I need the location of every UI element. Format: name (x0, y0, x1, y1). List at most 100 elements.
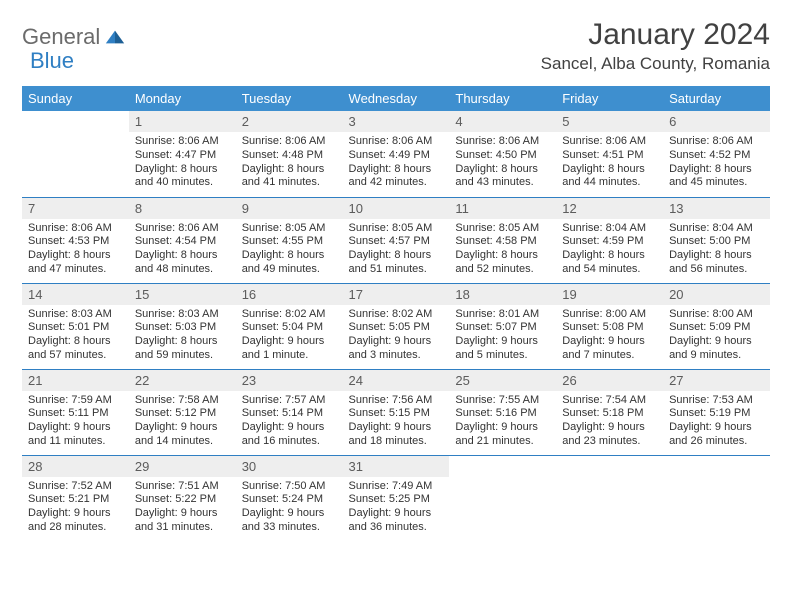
day-details: Sunrise: 8:06 AMSunset: 4:49 PMDaylight:… (343, 132, 450, 194)
day-details: Sunrise: 8:02 AMSunset: 5:05 PMDaylight:… (343, 305, 450, 367)
calendar-cell: 7Sunrise: 8:06 AMSunset: 4:53 PMDaylight… (22, 197, 129, 283)
day-number: 7 (22, 198, 129, 219)
day-sunset: Sunset: 5:03 PM (135, 321, 230, 335)
day-day2: and 52 minutes. (455, 263, 550, 277)
day-sunset: Sunset: 5:04 PM (242, 321, 337, 335)
day-sunrise: Sunrise: 8:05 AM (455, 222, 550, 236)
calendar-cell: 18Sunrise: 8:01 AMSunset: 5:07 PMDayligh… (449, 283, 556, 369)
day-details: Sunrise: 7:49 AMSunset: 5:25 PMDaylight:… (343, 477, 450, 539)
day-sunrise: Sunrise: 8:01 AM (455, 308, 550, 322)
day-sunset: Sunset: 5:00 PM (669, 235, 764, 249)
calendar-header-row: SundayMondayTuesdayWednesdayThursdayFrid… (22, 86, 770, 111)
calendar-cell: 28Sunrise: 7:52 AMSunset: 5:21 PMDayligh… (22, 455, 129, 541)
day-sunset: Sunset: 5:22 PM (135, 493, 230, 507)
day-day1: Daylight: 9 hours (562, 335, 657, 349)
day-day2: and 16 minutes. (242, 435, 337, 449)
day-sunset: Sunset: 5:14 PM (242, 407, 337, 421)
day-details: Sunrise: 7:59 AMSunset: 5:11 PMDaylight:… (22, 391, 129, 453)
day-details: Sunrise: 8:06 AMSunset: 4:50 PMDaylight:… (449, 132, 556, 194)
day-details: Sunrise: 8:04 AMSunset: 5:00 PMDaylight:… (663, 219, 770, 281)
day-number: 4 (449, 111, 556, 132)
day-sunset: Sunset: 5:16 PM (455, 407, 550, 421)
calendar-cell: 21Sunrise: 7:59 AMSunset: 5:11 PMDayligh… (22, 369, 129, 455)
day-day2: and 21 minutes. (455, 435, 550, 449)
day-details: Sunrise: 8:03 AMSunset: 5:03 PMDaylight:… (129, 305, 236, 367)
day-day2: and 49 minutes. (242, 263, 337, 277)
day-sunrise: Sunrise: 7:50 AM (242, 480, 337, 494)
calendar-cell: 5Sunrise: 8:06 AMSunset: 4:51 PMDaylight… (556, 111, 663, 197)
day-details: Sunrise: 8:04 AMSunset: 4:59 PMDaylight:… (556, 219, 663, 281)
day-details: Sunrise: 7:56 AMSunset: 5:15 PMDaylight:… (343, 391, 450, 453)
day-sunrise: Sunrise: 8:00 AM (669, 308, 764, 322)
day-number: 13 (663, 198, 770, 219)
calendar-cell: 13Sunrise: 8:04 AMSunset: 5:00 PMDayligh… (663, 197, 770, 283)
calendar-cell: 12Sunrise: 8:04 AMSunset: 4:59 PMDayligh… (556, 197, 663, 283)
day-day1: Daylight: 9 hours (242, 421, 337, 435)
day-day2: and 51 minutes. (349, 263, 444, 277)
day-day1: Daylight: 9 hours (349, 421, 444, 435)
day-details: Sunrise: 8:06 AMSunset: 4:54 PMDaylight:… (129, 219, 236, 281)
day-day2: and 48 minutes. (135, 263, 230, 277)
day-sunset: Sunset: 5:21 PM (28, 493, 123, 507)
day-sunset: Sunset: 5:01 PM (28, 321, 123, 335)
day-sunset: Sunset: 5:08 PM (562, 321, 657, 335)
calendar-cell: 16Sunrise: 8:02 AMSunset: 5:04 PMDayligh… (236, 283, 343, 369)
day-number: 21 (22, 370, 129, 391)
day-day2: and 33 minutes. (242, 521, 337, 535)
day-day1: Daylight: 9 hours (669, 421, 764, 435)
day-sunset: Sunset: 5:24 PM (242, 493, 337, 507)
day-day1: Daylight: 9 hours (669, 335, 764, 349)
day-day1: Daylight: 8 hours (455, 163, 550, 177)
day-details: Sunrise: 7:58 AMSunset: 5:12 PMDaylight:… (129, 391, 236, 453)
day-sunrise: Sunrise: 8:04 AM (562, 222, 657, 236)
day-day1: Daylight: 9 hours (135, 507, 230, 521)
day-sunset: Sunset: 4:50 PM (455, 149, 550, 163)
day-day1: Daylight: 9 hours (455, 335, 550, 349)
day-details: Sunrise: 8:05 AMSunset: 4:55 PMDaylight:… (236, 219, 343, 281)
calendar-cell: 9Sunrise: 8:05 AMSunset: 4:55 PMDaylight… (236, 197, 343, 283)
day-sunrise: Sunrise: 7:53 AM (669, 394, 764, 408)
day-day2: and 23 minutes. (562, 435, 657, 449)
day-sunrise: Sunrise: 8:06 AM (135, 135, 230, 149)
day-day1: Daylight: 8 hours (669, 163, 764, 177)
day-number: 28 (22, 456, 129, 477)
day-sunset: Sunset: 4:51 PM (562, 149, 657, 163)
logo-triangle-icon (104, 28, 126, 46)
day-number: 29 (129, 456, 236, 477)
day-sunrise: Sunrise: 8:06 AM (135, 222, 230, 236)
day-day2: and 54 minutes. (562, 263, 657, 277)
day-day1: Daylight: 8 hours (349, 163, 444, 177)
day-number: 16 (236, 284, 343, 305)
day-day1: Daylight: 9 hours (28, 507, 123, 521)
day-details: Sunrise: 7:55 AMSunset: 5:16 PMDaylight:… (449, 391, 556, 453)
day-number: 27 (663, 370, 770, 391)
day-details: Sunrise: 8:03 AMSunset: 5:01 PMDaylight:… (22, 305, 129, 367)
calendar-cell: 30Sunrise: 7:50 AMSunset: 5:24 PMDayligh… (236, 455, 343, 541)
weekday-header: Sunday (22, 86, 129, 111)
day-day1: Daylight: 8 hours (135, 163, 230, 177)
day-number: 11 (449, 198, 556, 219)
day-day1: Daylight: 9 hours (349, 335, 444, 349)
day-day2: and 28 minutes. (28, 521, 123, 535)
calendar-cell: 31Sunrise: 7:49 AMSunset: 5:25 PMDayligh… (343, 455, 450, 541)
day-day2: and 57 minutes. (28, 349, 123, 363)
location-subtitle: Sancel, Alba County, Romania (541, 54, 770, 74)
calendar-body: 1Sunrise: 8:06 AMSunset: 4:47 PMDaylight… (22, 111, 770, 541)
day-number: 23 (236, 370, 343, 391)
day-day1: Daylight: 8 hours (28, 335, 123, 349)
calendar-cell: 4Sunrise: 8:06 AMSunset: 4:50 PMDaylight… (449, 111, 556, 197)
day-sunrise: Sunrise: 7:58 AM (135, 394, 230, 408)
day-details: Sunrise: 8:01 AMSunset: 5:07 PMDaylight:… (449, 305, 556, 367)
calendar-cell: 8Sunrise: 8:06 AMSunset: 4:54 PMDaylight… (129, 197, 236, 283)
weekday-header: Friday (556, 86, 663, 111)
day-sunrise: Sunrise: 7:59 AM (28, 394, 123, 408)
weekday-header: Wednesday (343, 86, 450, 111)
calendar-cell: 24Sunrise: 7:56 AMSunset: 5:15 PMDayligh… (343, 369, 450, 455)
day-sunset: Sunset: 5:11 PM (28, 407, 123, 421)
calendar-cell: 14Sunrise: 8:03 AMSunset: 5:01 PMDayligh… (22, 283, 129, 369)
day-day1: Daylight: 9 hours (349, 507, 444, 521)
day-sunset: Sunset: 4:49 PM (349, 149, 444, 163)
day-day1: Daylight: 8 hours (349, 249, 444, 263)
calendar-cell: 10Sunrise: 8:05 AMSunset: 4:57 PMDayligh… (343, 197, 450, 283)
weekday-header: Monday (129, 86, 236, 111)
